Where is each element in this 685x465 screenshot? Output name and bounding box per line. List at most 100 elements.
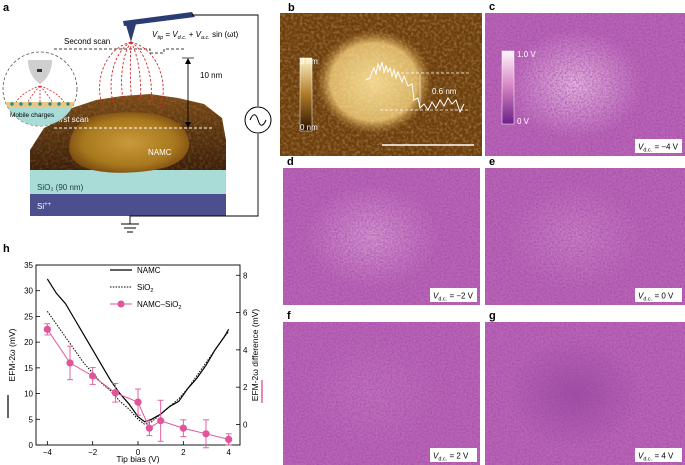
panel-c-letter: c <box>489 1 495 13</box>
circuit-wire-bottom <box>129 134 259 224</box>
y-right-tick-label: 2 <box>243 383 248 392</box>
series-line-1 <box>46 310 230 425</box>
circuit-wire-top <box>192 14 259 106</box>
vdc-label-box <box>430 448 477 462</box>
y-left-tick-label: 5 <box>29 415 34 424</box>
afm-step-label: 0.6 nm <box>432 87 457 96</box>
series-2 <box>43 323 233 449</box>
vdc-label-box <box>635 448 682 462</box>
namc-flake <box>69 112 190 173</box>
efm-noise-texture <box>283 168 480 305</box>
efm-noise-texture <box>283 322 480 465</box>
legend-label: NAMC–SiO2 <box>137 300 181 311</box>
tip-voltage-formula: Vtip = Vd.c. + Va.c. sin (ωt) <box>152 30 239 41</box>
panel-b-letter: b <box>288 2 295 14</box>
vdc-label: Vd.c. = 2 V <box>433 452 469 463</box>
series-1 <box>46 310 230 425</box>
y-right-tick-label: 6 <box>243 309 248 318</box>
y-right-tick-label: 0 <box>243 420 248 429</box>
data-point <box>134 398 142 406</box>
efm-map-panels: c Vd.c. = −4 V 1.0 V 0 V d Vd.c. = −2 V e Vd.c.… <box>283 1 685 465</box>
x-tick-label: 2 <box>181 448 186 457</box>
efm-noise-texture <box>485 168 685 305</box>
panel-a: a SiO₂ (90 nm) Si++ NAMC Second scan Fir… <box>2 2 272 233</box>
legend-label: NAMC <box>137 266 161 275</box>
electric-field-lines <box>99 41 164 109</box>
y-left-tick-label: 30 <box>24 287 33 296</box>
y-left-tick-label: 20 <box>24 338 33 347</box>
vdc-label: Vd.c. = −2 V <box>433 292 474 303</box>
y-right-tick-label: 8 <box>243 271 248 280</box>
efm-scale-max: 1.0 V <box>517 50 536 59</box>
data-point <box>111 389 119 397</box>
efm-map-g: g Vd.c. = 4 V <box>485 310 685 465</box>
data-point <box>179 424 187 432</box>
y-left-tick-label: 35 <box>24 261 33 270</box>
panel-f-letter: f <box>287 310 291 322</box>
second-scan-path <box>54 48 184 54</box>
panel-h-chart: h −4 −2 0 2 4 0 5 10 15 20 25 30 35 0 2 4 6 8 Tip bias (V)… <box>3 243 263 464</box>
y-right-axis-label: EFM-2ω difference (mV) <box>250 309 260 402</box>
x-tick-label: −2 <box>88 448 98 457</box>
inset-label: Mobile charges <box>10 112 55 119</box>
y-left-tick-label: 0 <box>29 441 34 450</box>
data-point <box>157 417 165 425</box>
afm-texture <box>280 13 482 156</box>
series-line-2 <box>46 329 229 440</box>
vdc-label-box <box>430 288 477 302</box>
vdc-label: Vd.c. = 4 V <box>638 452 674 463</box>
afm-tip <box>126 24 136 42</box>
ground-icon <box>121 223 139 233</box>
vdc-label: Vd.c. = −4 V <box>638 143 679 154</box>
legend-marker <box>117 300 125 308</box>
y-right-tick-label: 4 <box>243 346 248 355</box>
vdc-label-box <box>635 139 682 153</box>
efm-noise-texture <box>485 322 685 465</box>
data-point <box>89 372 97 380</box>
y-left-tick-label: 10 <box>24 390 33 399</box>
efm-map-e: e Vd.c. = 0 V <box>485 156 685 305</box>
panel-e-letter: e <box>489 156 495 168</box>
sio2-layer <box>30 170 226 194</box>
panel-g-letter: g <box>489 310 496 322</box>
data-point <box>145 424 153 432</box>
cantilever <box>123 12 195 26</box>
data-point <box>202 430 210 438</box>
afm-scale-min: 0 nm <box>300 123 318 132</box>
efm-noise-texture <box>485 13 685 156</box>
panel-b: b 3 nm 0 nm 0.6 nm <box>280 2 482 156</box>
series-line-0 <box>46 278 230 423</box>
vdc-label: Vd.c. = 0 V <box>638 292 674 303</box>
efm-colorbar <box>501 50 515 125</box>
efm-map-c: c Vd.c. = −4 V 1.0 V 0 V <box>485 1 685 156</box>
efm-scale-min: 0 V <box>517 117 530 126</box>
efm-map-d: d Vd.c. = −2 V <box>283 156 480 305</box>
data-point <box>225 435 233 444</box>
legend: NAMC SiO2 NAMC–SiO2 <box>110 266 181 311</box>
si-layer <box>30 194 226 216</box>
vdc-label-box <box>635 288 682 302</box>
plot-frame <box>35 264 241 446</box>
height-label: 10 nm <box>200 71 223 80</box>
afm-colorbar <box>299 57 313 132</box>
panel-a-letter: a <box>3 2 10 14</box>
data-point <box>43 325 51 333</box>
series-0 <box>46 278 230 423</box>
y-left-axis-label: EFM-2ω (mV) <box>7 328 17 381</box>
x-tick-label: 0 <box>136 448 141 457</box>
y-left-tick-label: 25 <box>24 312 33 321</box>
mobile-charge-dots <box>10 102 70 106</box>
x-tick-label: 4 <box>226 448 231 457</box>
first-scan-label: First scan <box>54 115 89 124</box>
y-left-tick-label: 15 <box>24 364 33 373</box>
afm-scale-max: 3 nm <box>300 57 318 66</box>
namc-label: NAMC <box>148 148 172 157</box>
panel-d-letter: d <box>287 156 294 168</box>
x-tick-label: −4 <box>43 448 53 457</box>
afm-height-profile <box>365 61 465 114</box>
si-label: Si++ <box>37 202 52 211</box>
sio2-label: SiO₂ (90 nm) <box>37 183 84 192</box>
x-axis-label: Tip bias (V) <box>116 454 159 464</box>
panel-h-letter: h <box>3 243 10 255</box>
